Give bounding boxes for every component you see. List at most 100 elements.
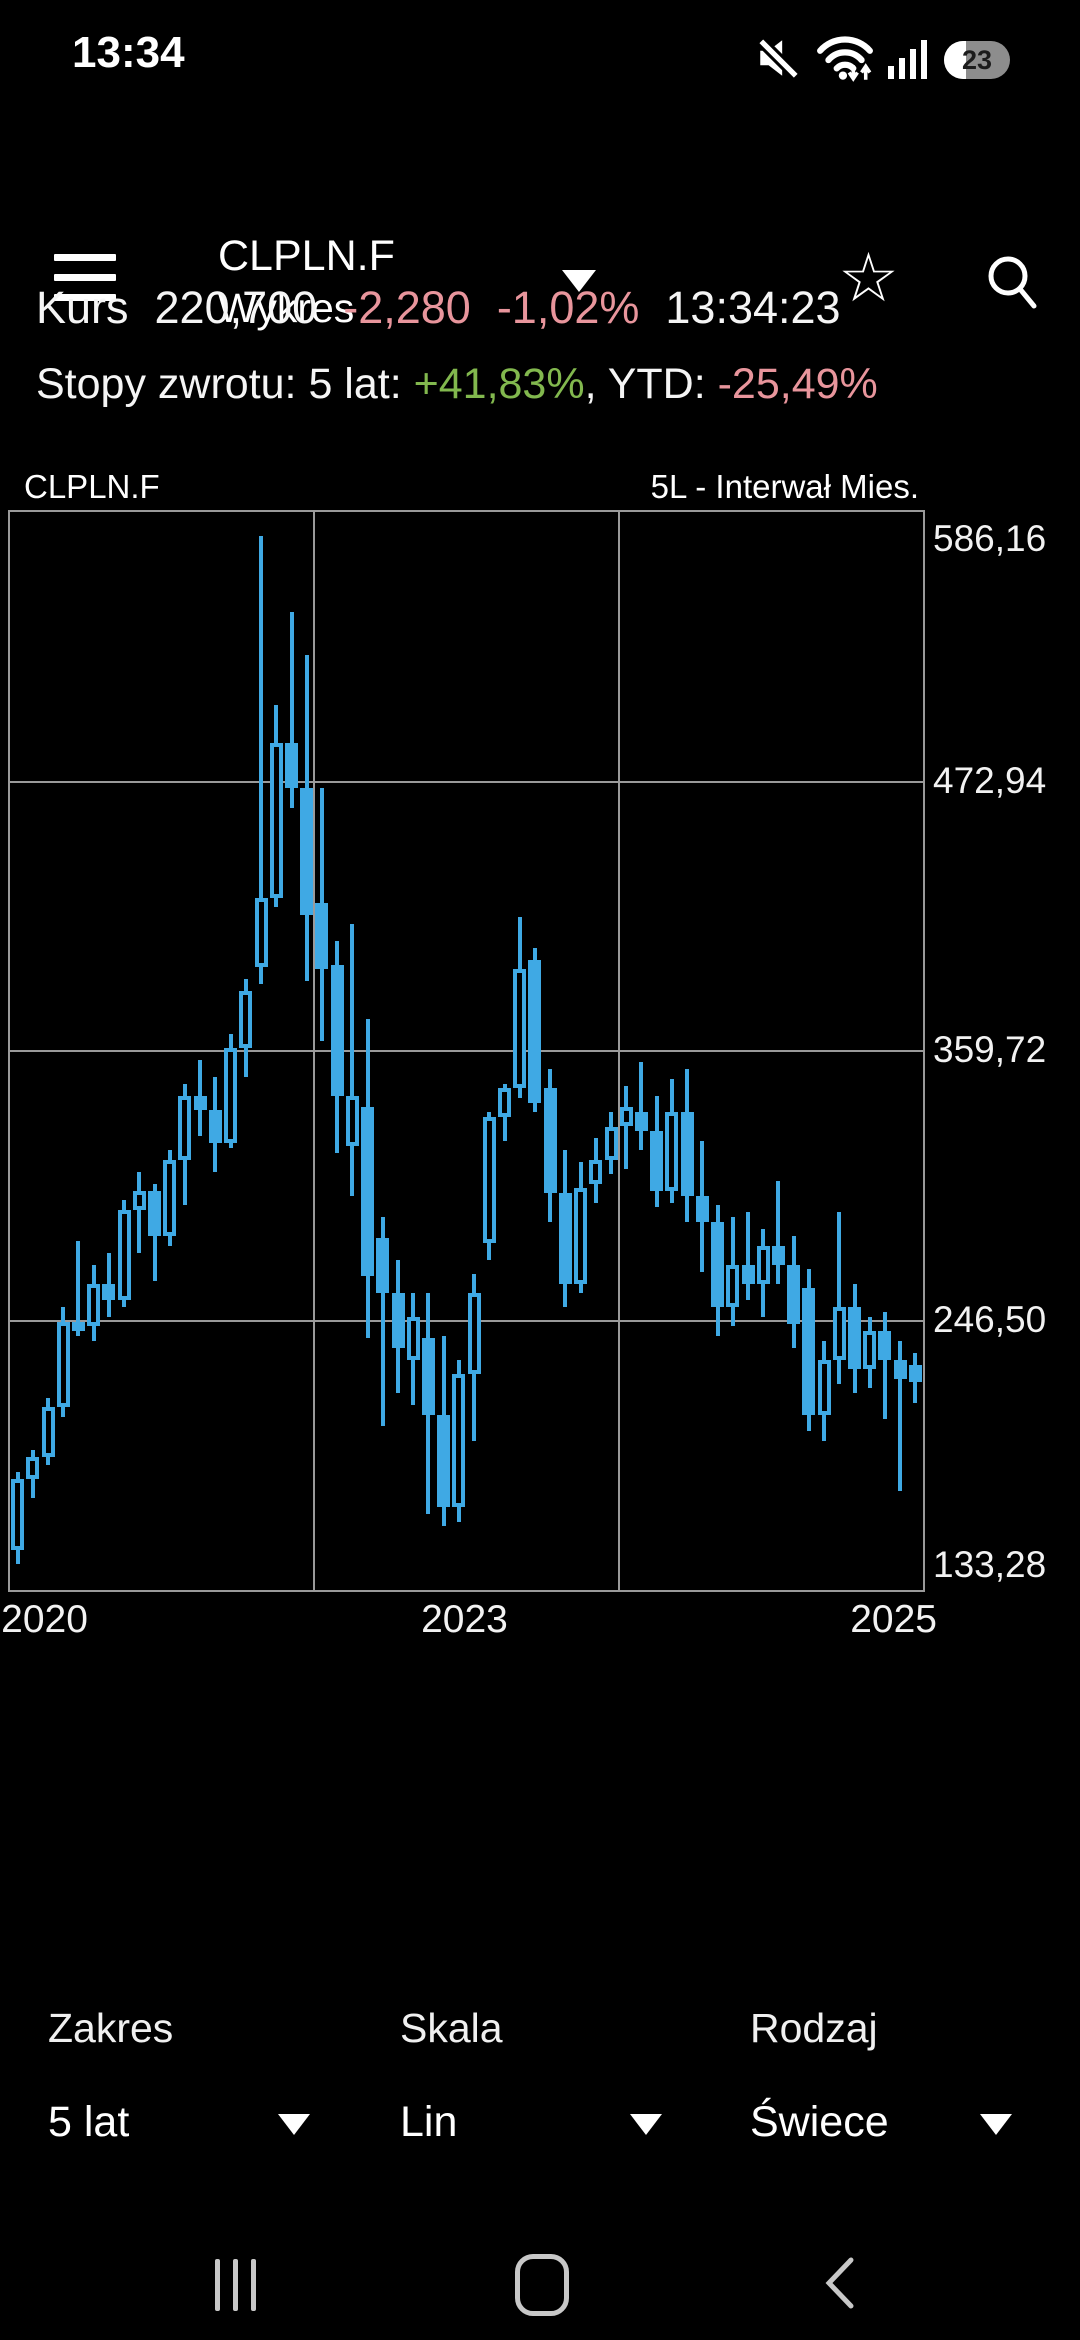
candle-wick	[380, 1216, 385, 1427]
y-axis-labels: 586,16 472,94 359,72 246,50 133,28	[933, 510, 1078, 1588]
candle-wick	[137, 1171, 142, 1253]
candle-wick	[76, 1240, 81, 1336]
v-gridline	[617, 512, 620, 1590]
back-button[interactable]	[800, 2240, 880, 2330]
home-icon	[515, 2254, 569, 2316]
x-axis-labels: 2020 2023 2025	[1, 1598, 937, 1648]
candle	[467, 1293, 481, 1375]
candle	[87, 1283, 101, 1327]
returns-separator: , YTD:	[584, 360, 718, 408]
candle	[711, 1221, 725, 1308]
candle	[148, 1190, 162, 1236]
back-icon	[819, 2254, 861, 2317]
quote-price: 220,700	[154, 282, 318, 333]
scale-label: Skala	[400, 2005, 503, 2051]
chart-controls: Zakres 5 lat Skala Lin Rodzaj Świece	[0, 2005, 1080, 2185]
y-axis-label: 472,94	[933, 759, 1047, 801]
status-bar: 13:34	[0, 0, 1080, 110]
status-icons: 23	[754, 30, 1010, 90]
search-button[interactable]	[982, 252, 1042, 319]
candle	[513, 969, 527, 1089]
candle	[543, 1088, 557, 1194]
candle	[11, 1478, 25, 1551]
scale-dropdown[interactable]: Lin	[400, 2098, 662, 2154]
candle	[254, 897, 268, 967]
candle	[285, 743, 298, 789]
candle	[893, 1359, 907, 1379]
control-scale: Skala Lin	[400, 2005, 662, 2154]
candle	[634, 1112, 648, 1132]
candle	[193, 1095, 207, 1110]
candle	[391, 1293, 405, 1348]
candle	[376, 1238, 390, 1294]
battery-icon: 23	[944, 41, 1010, 79]
y-axis-label: 133,28	[933, 1544, 1047, 1585]
app-bar: CLPLN.F Wykres ☆	[0, 118, 1080, 331]
candle	[56, 1321, 70, 1408]
returns-line: Stopy zwrotu: 5 lat: +41,83%, YTD: -25,4…	[36, 360, 878, 409]
candle	[498, 1088, 512, 1117]
chart-symbol-label: CLPLN.F	[24, 468, 160, 505]
control-type: Rodzaj Świece	[750, 2005, 1012, 2154]
candle	[117, 1209, 131, 1301]
candle	[178, 1095, 192, 1160]
chevron-down-icon[interactable]	[562, 270, 596, 292]
h-gridline	[10, 1319, 923, 1322]
signal-icon	[888, 36, 930, 85]
recents-button[interactable]	[195, 2240, 275, 2330]
x-axis-label: 2023	[421, 1598, 508, 1641]
home-button[interactable]	[502, 2240, 582, 2330]
candle	[817, 1359, 831, 1415]
candle	[26, 1457, 40, 1479]
status-time: 13:34	[72, 28, 185, 77]
candle	[908, 1364, 922, 1382]
quote-change: -2,280	[343, 282, 471, 333]
candle	[41, 1407, 55, 1458]
y-axis-label: 586,16	[933, 518, 1047, 559]
candle	[406, 1316, 420, 1360]
candle	[787, 1264, 801, 1325]
quote-label: Kurs	[36, 282, 129, 333]
menu-button[interactable]	[54, 254, 116, 304]
hamburger-icon	[54, 254, 116, 261]
scale-value: Lin	[400, 2098, 458, 2146]
type-value: Świece	[750, 2098, 889, 2146]
candle	[421, 1338, 435, 1415]
returns-prefix: Stopy zwrotu: 5 lat:	[36, 360, 414, 408]
candlestick-chart[interactable]	[8, 510, 925, 1592]
wifi-icon	[816, 34, 874, 87]
candle	[741, 1264, 755, 1284]
v-gridline	[313, 512, 316, 1590]
candle-wick	[624, 1086, 629, 1170]
quote-change-pct: -1,02%	[496, 282, 640, 333]
candle	[863, 1331, 877, 1370]
candle	[224, 1047, 238, 1144]
candle	[771, 1245, 785, 1265]
candle	[680, 1112, 694, 1196]
y-axis-label: 359,72	[933, 1029, 1047, 1070]
quote-line: Kurs 220,700 -2,280 -1,02% 13:34:23	[36, 282, 841, 334]
candle	[802, 1288, 816, 1415]
view-name: Wykres	[218, 285, 355, 331]
candle	[315, 902, 329, 970]
quote-time: 13:34:23	[665, 282, 841, 333]
candle	[832, 1307, 846, 1360]
battery-fill	[944, 41, 966, 79]
range-label: Zakres	[48, 2005, 174, 2051]
returns-5y: +41,83%	[413, 360, 585, 408]
candle	[300, 788, 314, 915]
candle	[528, 959, 542, 1103]
candle-wick	[289, 612, 294, 808]
favorite-button[interactable]: ☆	[838, 244, 899, 312]
candle	[482, 1116, 496, 1244]
candle-wick	[882, 1312, 887, 1420]
candle	[345, 1095, 359, 1146]
instrument-symbol: CLPLN.F	[218, 232, 395, 280]
candle-wick	[898, 1340, 903, 1491]
instrument-selector[interactable]: CLPLN.F Wykres	[218, 230, 395, 334]
candle	[756, 1245, 770, 1284]
candle	[132, 1190, 146, 1210]
candle-wick	[746, 1212, 750, 1301]
range-dropdown[interactable]: 5 lat	[48, 2098, 310, 2154]
type-dropdown[interactable]: Świece	[750, 2098, 1012, 2154]
